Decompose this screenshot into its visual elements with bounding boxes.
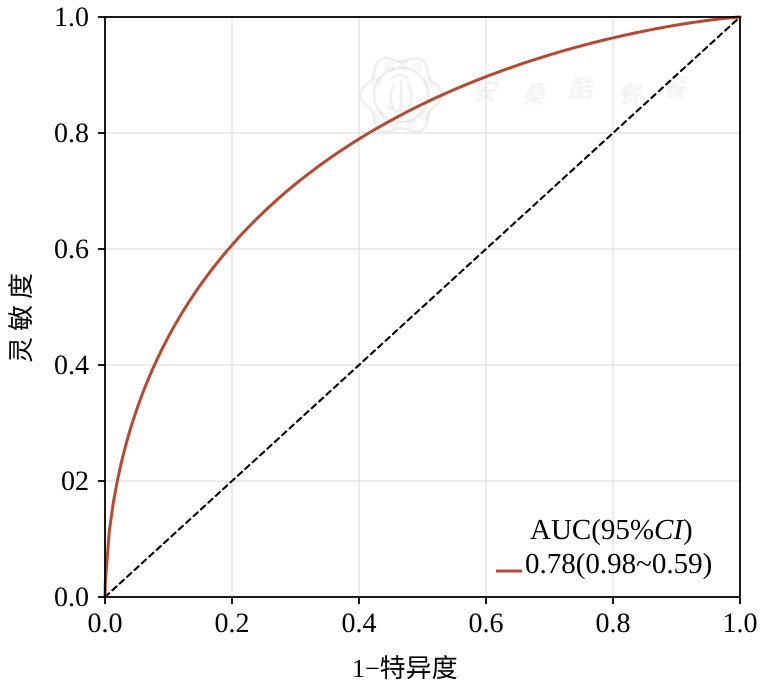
svg-text:灵敏度: 灵敏度	[7, 267, 36, 363]
